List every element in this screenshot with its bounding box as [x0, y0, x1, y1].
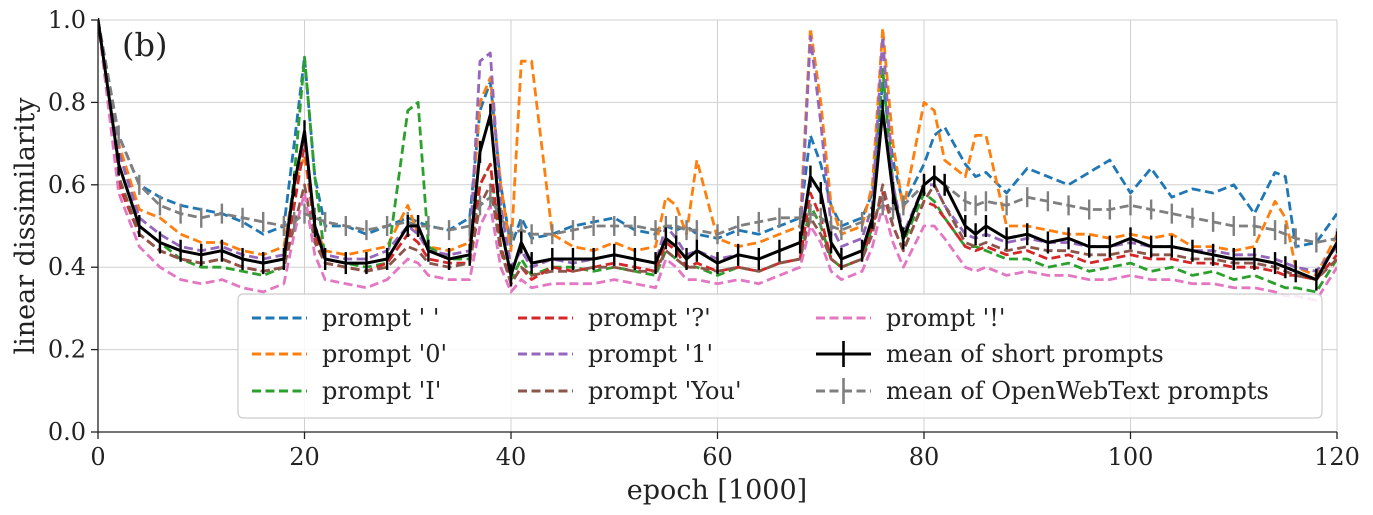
- series-prompt-you: [98, 19, 1337, 286]
- y-tick-label: 0.4: [48, 253, 86, 281]
- x-tick-label: 120: [1314, 443, 1360, 471]
- y-tick-label: 0.8: [48, 88, 86, 116]
- y-tick-label: 0.2: [48, 336, 86, 364]
- legend-entry: prompt '!': [816, 304, 1006, 332]
- legend-entry: mean of short prompts: [816, 340, 1164, 368]
- legend-entry: prompt '1': [518, 340, 713, 368]
- legend-entry: mean of OpenWebText prompts: [816, 377, 1269, 405]
- y-axis-label: linear dissimilarity: [10, 97, 41, 355]
- legend-label: prompt ' ': [322, 304, 440, 332]
- x-tick-label: 20: [289, 443, 320, 471]
- legend-entry: prompt '?': [518, 304, 711, 332]
- x-axis-label: epoch [1000]: [627, 475, 807, 506]
- legend-label: prompt 'I': [322, 377, 441, 405]
- legend-label: mean of OpenWebText prompts: [886, 377, 1269, 405]
- series-prompt: [98, 19, 1337, 286]
- legend-entry: prompt ' ': [252, 304, 440, 332]
- series-prompt: [98, 19, 1337, 302]
- y-tick-label: 0.6: [48, 171, 86, 199]
- legend-label: mean of short prompts: [886, 340, 1164, 368]
- series-mean-short: [98, 19, 1337, 282]
- legend-label: prompt '0': [322, 340, 447, 368]
- legend-label: prompt '?': [588, 304, 711, 332]
- x-tick-label: 100: [1108, 443, 1154, 471]
- series-layer: [98, 18, 1337, 302]
- y-tick-label: 0.0: [48, 418, 86, 446]
- x-tick-label: 0: [90, 443, 105, 471]
- axes: 0 20 40 60 80 100 120 0.0 0.2 0.4 0.6 0.8 1.0: [48, 6, 1360, 471]
- series-prompt: [98, 19, 1337, 248]
- legend-entry: prompt '0': [252, 340, 447, 368]
- series-mean-openwebtext: [98, 19, 1337, 244]
- panel-label: (b): [122, 26, 167, 64]
- series-prompt-i: [98, 19, 1337, 294]
- legend-label: prompt '!': [886, 304, 1006, 332]
- legend-entry: prompt 'You': [518, 377, 742, 405]
- legend-entry: prompt 'I': [252, 377, 441, 405]
- legend-label: prompt 'You': [588, 377, 742, 405]
- x-tick-label: 40: [496, 443, 527, 471]
- legend-box: [237, 293, 1323, 419]
- legend-label: prompt '1': [588, 340, 713, 368]
- y-tick-label: 1.0: [48, 6, 86, 34]
- x-tick-label: 80: [909, 443, 940, 471]
- legend: prompt ' ' prompt '0' prompt 'I' prompt '?'…: [237, 293, 1323, 419]
- x-tick-label: 60: [702, 443, 733, 471]
